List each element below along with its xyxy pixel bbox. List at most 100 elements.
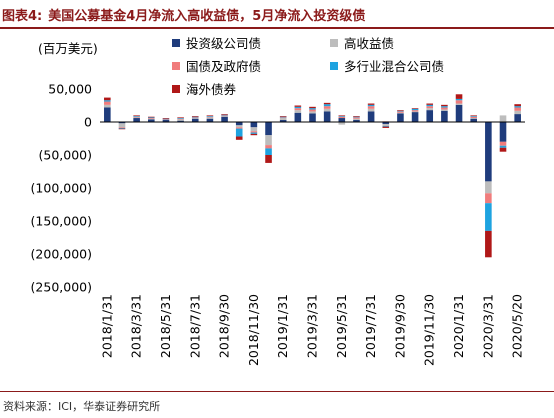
bar-segment xyxy=(441,106,448,108)
bar-segment xyxy=(162,120,170,122)
bar-segment xyxy=(265,148,272,155)
legend-label: 国债及政府债 xyxy=(186,59,262,74)
bar-segment xyxy=(499,145,507,148)
bar-segment xyxy=(235,122,243,126)
bar-segment xyxy=(235,128,243,137)
bar-segment xyxy=(206,116,214,117)
bar-segment xyxy=(118,127,126,128)
bar-segment xyxy=(279,118,287,121)
bar-segment xyxy=(191,118,199,122)
bar-segment xyxy=(485,193,492,204)
stacked-bar-chart: 50,000 0 (50,000) (100,000) (150,000) (200,00… xyxy=(31,82,525,366)
bar-segment xyxy=(206,118,214,122)
x-tick-label: 2019/9/30 xyxy=(392,294,407,358)
bar-segment xyxy=(455,104,463,122)
bar-segment xyxy=(514,107,521,111)
bar-segment xyxy=(265,155,272,163)
bar-segment xyxy=(294,110,302,113)
bar-segment xyxy=(382,122,390,124)
bar-segment xyxy=(118,128,126,130)
bar-segment xyxy=(250,131,258,133)
bar-segment xyxy=(514,104,521,107)
bar-segment xyxy=(221,116,228,117)
x-tick-label: 2019/1/31 xyxy=(275,294,290,358)
bar-segment xyxy=(470,115,477,117)
x-tick-label: 2020/1/31 xyxy=(451,294,466,358)
bar-segment xyxy=(118,123,126,128)
legend-item-government: 国债及政府债 xyxy=(172,56,261,75)
legend-item-investment-grade: 投资级公司债 xyxy=(172,33,261,52)
bar-segment xyxy=(221,116,228,122)
bar-segment xyxy=(338,118,346,122)
bar-segment xyxy=(411,111,419,113)
figure-title: 图表4: 美国公募基金4月净流入高收益债，5月净流入投资级债 xyxy=(2,5,365,24)
plot-area: 50,000 0 (50,000) (100,000) (150,000) (200,00… xyxy=(31,82,525,366)
legend-item-high-yield: 高收益债 xyxy=(330,33,394,52)
x-tick-label: 2018/5/31 xyxy=(158,294,173,358)
bar-segment xyxy=(455,98,463,101)
legend-label: 多行业混合公司债 xyxy=(344,59,445,74)
legend-swatch xyxy=(172,38,180,47)
bar-segment xyxy=(309,108,316,110)
bar-segment xyxy=(118,127,126,129)
bar-segment xyxy=(397,112,404,114)
bar-segment xyxy=(323,108,331,112)
bar-segment xyxy=(104,100,111,102)
bar-segment xyxy=(499,122,507,142)
bar-segment xyxy=(279,117,287,119)
legend-label: 海外债券 xyxy=(186,82,237,97)
x-tick-label: 2018/7/31 xyxy=(187,294,202,358)
bar-segment xyxy=(323,102,331,105)
bar-segment xyxy=(191,118,199,119)
bar-segment xyxy=(382,123,390,126)
bar-segment xyxy=(441,110,448,122)
bar-segment xyxy=(279,116,287,117)
bar-segment xyxy=(118,122,126,124)
bar-segment xyxy=(397,113,404,122)
bar-segment xyxy=(485,122,492,182)
y-tick-label: (250,000) xyxy=(31,280,92,295)
y-tick-label: 50,000 xyxy=(48,82,92,97)
x-tick-label: 2019/11/30 xyxy=(422,294,437,366)
bar-segment xyxy=(426,110,434,122)
bar-segment xyxy=(309,113,316,122)
bar-segment xyxy=(353,116,360,117)
legend-label: 投资级公司债 xyxy=(186,36,262,51)
bar-segment xyxy=(250,127,258,132)
bar-segment xyxy=(514,110,521,115)
bar-segment xyxy=(411,112,419,122)
legend-swatch xyxy=(172,84,180,93)
bar-segment xyxy=(162,119,170,121)
bar-segment xyxy=(206,117,214,119)
y-tick-label: (100,000) xyxy=(31,181,92,196)
bar-segment xyxy=(206,115,214,117)
bar-segment xyxy=(221,114,228,116)
bar-segment xyxy=(148,118,155,120)
bar-segment xyxy=(133,115,140,117)
bar-segment xyxy=(367,108,375,112)
x-tick-label: 2018/9/30 xyxy=(217,294,232,358)
bar-segment xyxy=(353,118,360,121)
bar-segment xyxy=(411,110,419,112)
bar-segment xyxy=(514,106,521,108)
bar-segment xyxy=(191,116,199,118)
bar-segment xyxy=(397,110,404,112)
bar-segment xyxy=(133,116,140,118)
figure-title-text: 美国公募基金4月净流入高收益债，5月净流入投资级债 xyxy=(48,9,366,24)
bar-segment xyxy=(206,116,214,118)
bar-segment xyxy=(309,111,316,114)
bar-segment xyxy=(250,133,258,136)
bar-segment xyxy=(279,116,287,118)
bar-segment xyxy=(397,111,404,113)
source-note: 资料来源：ICI，华泰证券研究所 xyxy=(3,400,161,413)
bar-segment xyxy=(191,116,199,117)
x-tick-label: 2018/11/30 xyxy=(246,294,261,366)
bar-segment xyxy=(470,118,477,122)
bar-segment xyxy=(265,135,272,146)
bar-segment xyxy=(323,106,331,109)
bar-segment xyxy=(499,141,507,146)
bar-segment xyxy=(323,104,331,107)
bar-segment xyxy=(177,120,184,122)
y-unit-label: (百万美元) xyxy=(38,41,98,56)
bar-segment xyxy=(133,116,140,117)
